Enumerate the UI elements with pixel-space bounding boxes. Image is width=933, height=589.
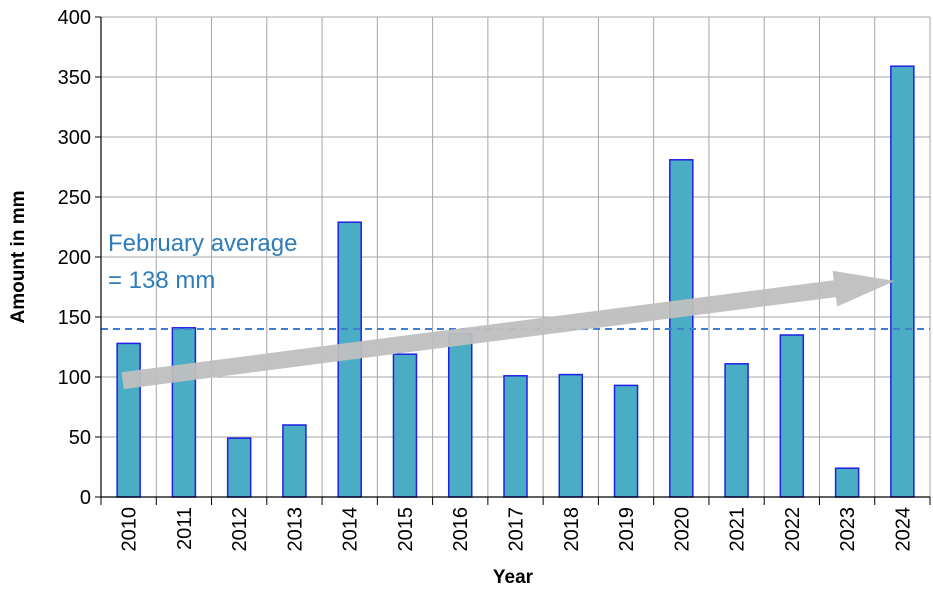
x-tick-label-2019: 2019 xyxy=(616,507,638,552)
x-tick-label-2024: 2024 xyxy=(892,507,914,552)
y-tick-label: 0 xyxy=(80,487,91,509)
x-axis-title: Year xyxy=(493,567,534,588)
bar-2017 xyxy=(503,375,528,498)
x-tick-labels: 2010 2011 2012 2013 2014 2015 2016 2017 2018 2019… xyxy=(119,507,915,552)
x-tick-label-2010: 2010 xyxy=(119,507,141,552)
y-tick-label: 300 xyxy=(58,127,91,149)
y-tick-label: 50 xyxy=(69,427,91,449)
y-tick-labels: 0 50 100 150 200 250 300 350 400 xyxy=(58,7,91,509)
bar-2015 xyxy=(392,353,418,498)
average-annotation-line1: February average xyxy=(108,230,297,257)
bar-2021 xyxy=(724,363,749,498)
axes xyxy=(95,16,931,505)
bar-2013 xyxy=(282,424,307,498)
x-tick-label-2018: 2018 xyxy=(561,507,583,552)
y-axis-title: Amount in mm xyxy=(8,191,29,324)
y-tick-label: 150 xyxy=(58,307,91,329)
y-tick-label: 350 xyxy=(58,67,91,89)
bar-2012 xyxy=(226,437,252,498)
x-tick-label-2014: 2014 xyxy=(340,507,362,552)
grid-lines xyxy=(100,16,931,498)
trend-arrow xyxy=(121,270,895,389)
x-tick-label-2012: 2012 xyxy=(229,507,251,552)
bar-2016 xyxy=(447,333,473,498)
bar-2010 xyxy=(116,342,141,498)
x-tick-label-2015: 2015 xyxy=(395,507,417,552)
y-tick-label: 400 xyxy=(58,7,91,29)
bar-2023 xyxy=(834,467,860,498)
x-tick-label-2022: 2022 xyxy=(782,507,804,552)
x-tick-label-2020: 2020 xyxy=(671,507,693,552)
x-tick-label-2011: 2011 xyxy=(174,507,196,550)
y-tick-label: 100 xyxy=(58,367,91,389)
x-tick-label-2013: 2013 xyxy=(284,507,306,552)
x-tick-label-2023: 2023 xyxy=(837,507,859,552)
bar-2024 xyxy=(890,65,915,498)
trend-arrow-shape xyxy=(121,270,895,389)
bar-2018 xyxy=(558,373,584,498)
bars xyxy=(116,65,915,498)
average-annotation-line2: = 138 mm xyxy=(108,267,215,294)
bar-2022 xyxy=(779,334,805,498)
y-tick-label: 200 xyxy=(58,247,91,269)
x-tick-label-2016: 2016 xyxy=(450,507,472,552)
x-tick-label-2017: 2017 xyxy=(506,507,528,552)
bar-2019 xyxy=(613,384,639,498)
bar-2011 xyxy=(171,327,197,498)
x-tick-label-2021: 2021 xyxy=(727,507,749,552)
y-tick-label: 250 xyxy=(58,187,91,209)
